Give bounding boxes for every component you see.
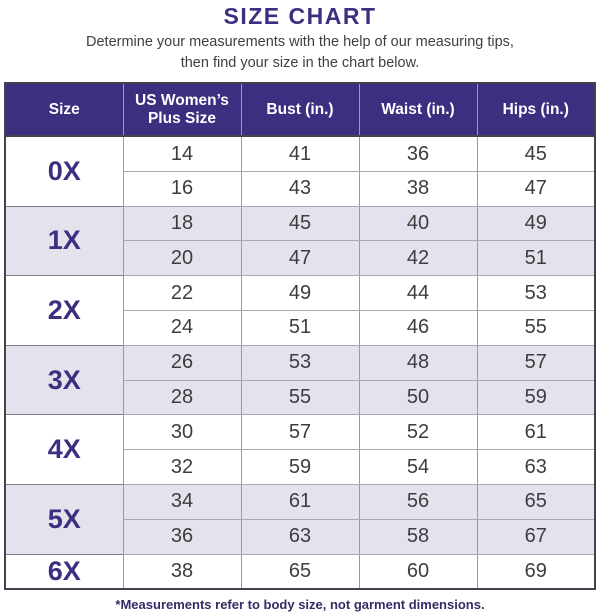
cell-3x-us-women-s-plus-size: 28 <box>123 380 242 416</box>
cell-5x-bust-in: 63 <box>241 519 360 555</box>
cell-4x-us-women-s-plus-size: 30 <box>123 414 242 451</box>
cell-3x-waist-in: 48 <box>359 344 478 381</box>
cell-1x-bust-in: 45 <box>241 205 360 242</box>
table-row-2x-1: 24 51 46 55 <box>5 310 595 346</box>
cell-4x-waist-in: 52 <box>359 414 478 451</box>
cell-4x-bust-in: 59 <box>241 449 360 485</box>
cell-3x-hips-in: 57 <box>477 344 595 381</box>
cell-4x-us-women-s-plus-size: 32 <box>123 449 242 485</box>
size-label-1x: 1X <box>5 205 124 276</box>
table-header-row: Size US Women’s Plus Size Bust (in.) Waist … <box>5 83 595 138</box>
table-row-6x-0: 6X 38 65 60 69 <box>5 553 595 590</box>
table-row-4x-0: 4X 30 57 52 61 <box>5 414 595 485</box>
cell-1x-waist-in: 40 <box>359 205 478 242</box>
cell-3x-bust-in: 55 <box>241 380 360 416</box>
cell-6x-us-women-s-plus-size: 38 <box>123 553 242 590</box>
table-row-1x-1: 20 47 42 51 <box>5 240 595 277</box>
cell-0x-us-women-s-plus-size: 14 <box>123 135 242 172</box>
cell-6x-waist-in: 60 <box>359 553 478 590</box>
table-row-1x-0: 1X 18 45 40 49 <box>5 205 595 276</box>
cell-1x-bust-in: 47 <box>241 240 360 277</box>
size-label-0x: 0X <box>5 135 124 207</box>
cell-6x-hips-in: 69 <box>477 553 595 590</box>
size-label-3x: 3X <box>5 344 124 415</box>
cell-2x-bust-in: 49 <box>241 275 360 311</box>
cell-2x-waist-in: 44 <box>359 275 478 311</box>
cell-2x-us-women-s-plus-size: 24 <box>123 310 242 346</box>
cell-3x-us-women-s-plus-size: 26 <box>123 344 242 381</box>
cell-5x-hips-in: 65 <box>477 483 595 520</box>
cell-4x-hips-in: 63 <box>477 449 595 485</box>
size-chart-page: SIZE CHART Determine your measurements w… <box>0 3 600 612</box>
cell-1x-hips-in: 49 <box>477 205 595 242</box>
size-label-2x: 2X <box>5 275 124 346</box>
table-row-0x-0: 0X 14 41 36 45 <box>5 135 595 207</box>
cell-0x-hips-in: 45 <box>477 135 595 172</box>
cell-2x-waist-in: 46 <box>359 310 478 346</box>
cell-5x-waist-in: 58 <box>359 519 478 555</box>
cell-4x-bust-in: 57 <box>241 414 360 451</box>
cell-5x-us-women-s-plus-size: 36 <box>123 519 242 555</box>
subtitle-line-1: Determine your measurements with the hel… <box>86 34 514 51</box>
table-row-3x-0: 3X 26 53 48 57 <box>5 344 595 415</box>
table-row-5x-0: 5X 34 61 56 65 <box>5 483 595 555</box>
cell-3x-bust-in: 53 <box>241 344 360 381</box>
cell-0x-hips-in: 47 <box>477 171 595 207</box>
cell-5x-bust-in: 61 <box>241 483 360 520</box>
subtitle: Determine your measurements with the hel… <box>0 32 600 73</box>
size-label-6x: 6X <box>5 553 124 589</box>
column-header-waist-in: Waist (in.) <box>359 83 478 138</box>
cell-5x-waist-in: 56 <box>359 483 478 520</box>
size-label-5x: 5X <box>5 483 124 555</box>
cell-0x-waist-in: 36 <box>359 135 478 172</box>
column-header-us-women-s-plus-size: US Women’s Plus Size <box>123 83 242 138</box>
size-label-4x: 4X <box>5 414 124 485</box>
table-row-3x-1: 28 55 50 59 <box>5 380 595 416</box>
column-header-hips-in: Hips (in.) <box>477 83 595 138</box>
cell-5x-hips-in: 67 <box>477 519 595 555</box>
cell-2x-us-women-s-plus-size: 22 <box>123 275 242 311</box>
cell-2x-bust-in: 51 <box>241 310 360 346</box>
table-body: 0X 14 41 36 45 16 43 38 47 1X 18 45 40 49 20 47 42 51 2X 22… <box>5 135 595 590</box>
cell-3x-hips-in: 59 <box>477 380 595 416</box>
cell-5x-us-women-s-plus-size: 34 <box>123 483 242 520</box>
cell-4x-hips-in: 61 <box>477 414 595 451</box>
size-chart-table: Size US Women’s Plus Size Bust (in.) Waist … <box>4 82 596 590</box>
cell-0x-bust-in: 41 <box>241 135 360 172</box>
cell-1x-us-women-s-plus-size: 20 <box>123 240 242 277</box>
column-header-bust-in: Bust (in.) <box>241 83 360 138</box>
cell-2x-hips-in: 55 <box>477 310 595 346</box>
cell-0x-waist-in: 38 <box>359 171 478 207</box>
cell-0x-bust-in: 43 <box>241 171 360 207</box>
cell-0x-us-women-s-plus-size: 16 <box>123 171 242 207</box>
subtitle-line-2: then find your size in the chart below. <box>180 54 420 71</box>
cell-1x-waist-in: 42 <box>359 240 478 277</box>
cell-1x-us-women-s-plus-size: 18 <box>123 205 242 242</box>
footnote: *Measurements refer to body size, not ga… <box>115 596 485 612</box>
cell-1x-hips-in: 51 <box>477 240 595 277</box>
cell-6x-bust-in: 65 <box>241 553 360 590</box>
cell-3x-waist-in: 50 <box>359 380 478 416</box>
table-row-4x-1: 32 59 54 63 <box>5 449 595 485</box>
table-row-2x-0: 2X 22 49 44 53 <box>5 275 595 346</box>
column-header-size: Size <box>5 83 124 138</box>
cell-4x-waist-in: 54 <box>359 449 478 485</box>
page-title: SIZE CHART <box>223 3 377 29</box>
table-header: Size US Women’s Plus Size Bust (in.) Waist … <box>5 83 595 138</box>
cell-2x-hips-in: 53 <box>477 275 595 311</box>
